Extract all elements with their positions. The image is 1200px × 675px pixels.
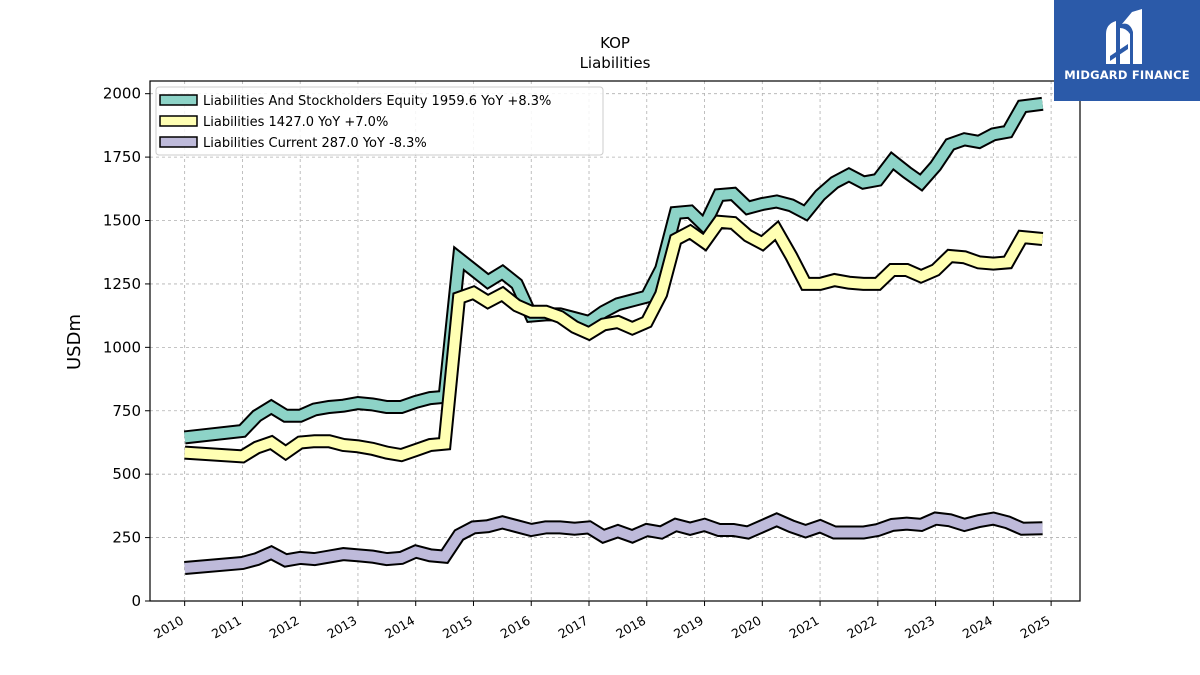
y-tick-label: 500 xyxy=(112,465,141,483)
x-tick-label: 2019 xyxy=(671,613,706,642)
legend-label: Liabilities 1427.0 YoY +7.0% xyxy=(203,115,388,130)
x-tick-label: 2025 xyxy=(1018,613,1053,642)
x-tick-label: 2018 xyxy=(613,613,648,642)
series-line xyxy=(184,216,1043,462)
legend-label: Liabilities Current 287.0 YoY -8.3% xyxy=(203,136,427,151)
brand-mark-icon xyxy=(1106,9,1142,64)
legend-swatch xyxy=(159,94,198,106)
x-tick-label: 2021 xyxy=(787,613,822,642)
series-line xyxy=(184,513,1043,573)
x-tick-label: 2016 xyxy=(498,613,533,642)
y-tick-label: 0 xyxy=(131,592,141,610)
chart-subtitle: Liabilities xyxy=(580,54,651,72)
x-tick-label: 2017 xyxy=(555,613,590,642)
y-tick-label: 1750 xyxy=(103,148,141,166)
x-tick-label: 2011 xyxy=(209,613,244,642)
brand-logo: MIDGARD FINANCE xyxy=(1054,0,1200,101)
x-tick-label: 2020 xyxy=(729,613,764,642)
y-tick-label: 2000 xyxy=(103,85,141,103)
y-tick-label: 1000 xyxy=(103,338,141,356)
series-outline xyxy=(184,214,1044,464)
x-tick-label: 2023 xyxy=(902,613,937,642)
y-tick-label: 250 xyxy=(112,529,141,547)
chart-title: KOP xyxy=(600,34,630,52)
y-tick-label: 750 xyxy=(112,402,141,420)
x-tick-label: 2012 xyxy=(267,613,302,642)
legend: Liabilities And Stockholders Equity 1959… xyxy=(155,86,604,156)
x-tick-label: 2024 xyxy=(960,613,995,642)
series-layer xyxy=(183,96,1044,575)
x-tick-label: 2014 xyxy=(382,613,417,642)
x-tick-label: 2013 xyxy=(324,613,359,642)
x-tick-label: 2010 xyxy=(151,613,186,642)
x-tick-label: 2022 xyxy=(844,613,879,642)
x-ticks: 2010 2011 2012 2013 2014 2015 2016 2017 2018 2019… xyxy=(151,601,1053,642)
y-ticks: 0 250 500 750 1000 1250 1500 1750 2000 xyxy=(103,85,150,610)
brand-name: MIDGARD FINANCE xyxy=(1064,68,1190,82)
legend-label: Liabilities And Stockholders Equity 1959… xyxy=(203,94,551,109)
series-line xyxy=(184,98,1044,443)
y-axis-label: USDm xyxy=(64,314,85,370)
legend-box xyxy=(155,86,604,156)
y-tick-label: 1250 xyxy=(103,275,141,293)
legend-swatch xyxy=(159,115,198,127)
plot-frame xyxy=(149,80,1081,602)
legend-swatch xyxy=(159,136,198,148)
y-tick-label: 1500 xyxy=(103,212,141,230)
x-tick-label: 2015 xyxy=(440,613,475,642)
